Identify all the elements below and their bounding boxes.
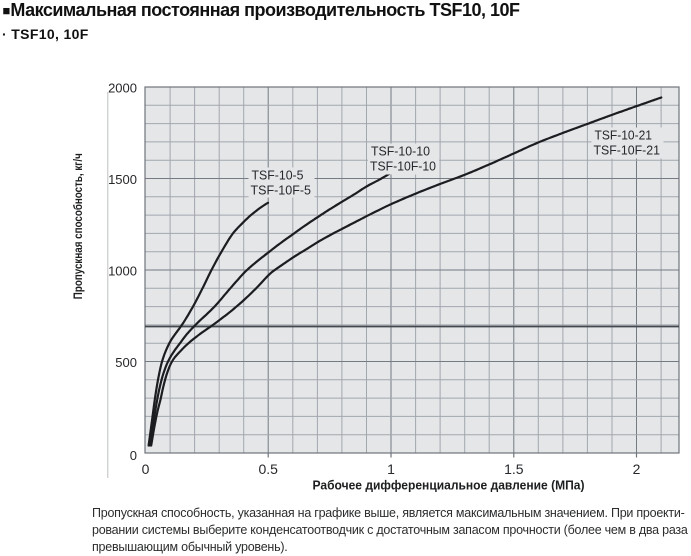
svg-text:0: 0 [142,461,150,477]
svg-text:TSF-10F-21: TSF-10F-21 [594,144,661,158]
svg-text:500: 500 [115,355,137,370]
svg-text:TSF-10F-10: TSF-10F-10 [370,160,436,174]
svg-text:2: 2 [633,461,641,477]
svg-text:1000: 1000 [108,263,137,278]
svg-text:TSF-10F-5: TSF-10F-5 [251,184,312,198]
svg-text:0: 0 [130,448,137,463]
svg-text:TSF-10-5: TSF-10-5 [252,169,304,183]
svg-text:1.5: 1.5 [504,461,524,477]
svg-text:1500: 1500 [108,172,137,187]
svg-text:Рабочее дифференциальное давле: Рабочее дифференциальное давление (МПа) [313,479,585,493]
svg-text:2000: 2000 [108,80,137,95]
svg-text:Пропускная способность, кг/ч: Пропускная способность, кг/ч [71,153,85,299]
svg-text:1: 1 [387,461,395,477]
svg-text:TSF-10-21: TSF-10-21 [595,129,653,143]
svg-text:0.5: 0.5 [258,461,278,477]
svg-text:TSF-10-10: TSF-10-10 [371,145,430,159]
